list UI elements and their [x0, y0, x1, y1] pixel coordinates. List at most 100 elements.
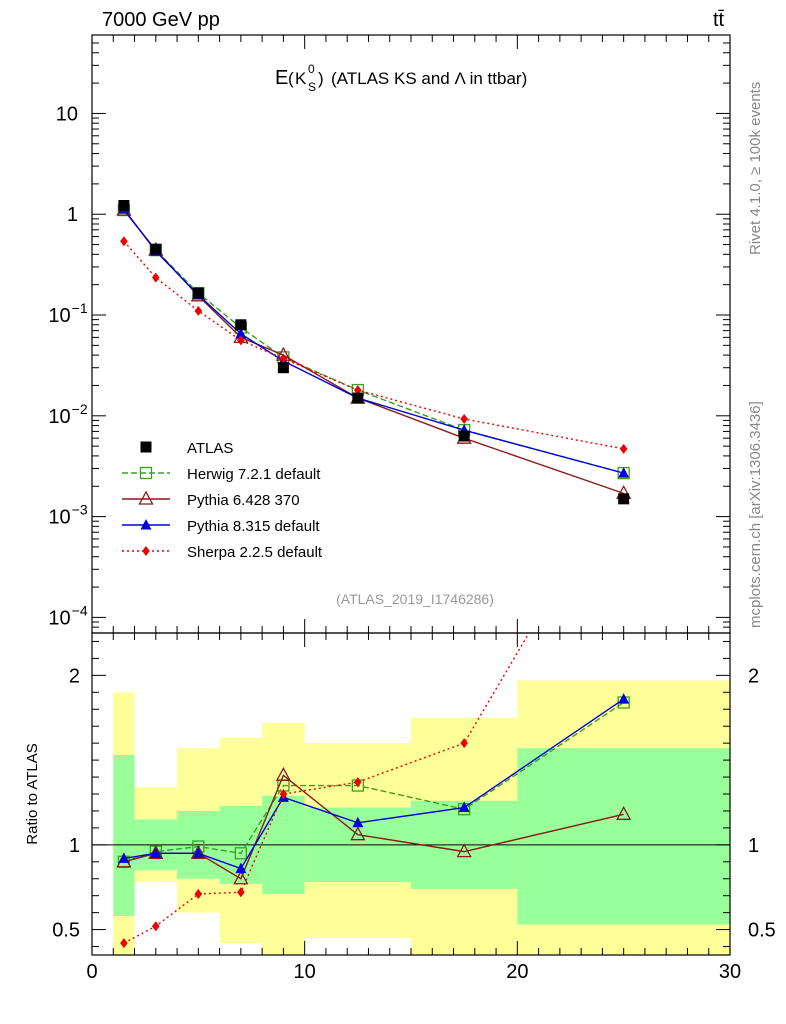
data-point — [235, 319, 247, 331]
data-point — [150, 243, 162, 255]
ratio-line-pythia-8-315-default — [123, 698, 625, 870]
data-point — [618, 467, 630, 478]
data-point — [460, 413, 468, 424]
title-paren-close: ) — [318, 69, 324, 88]
legend-label: Sherpa 2.2.5 default — [187, 544, 323, 561]
upper-y-tick-label: 10−3 — [48, 502, 87, 529]
ratio-point — [618, 693, 630, 704]
data-point — [120, 236, 128, 247]
data-point — [279, 353, 288, 364]
ratio-point — [458, 801, 470, 813]
legend-entry-pythia-6-428-370: Pythia 6.428 370 — [122, 490, 300, 509]
series-line-herwig-7-2-1-default — [123, 209, 624, 474]
legend-label: Herwig 7.2.1 default — [187, 466, 321, 483]
ratio-point — [616, 805, 632, 820]
legend-entry-herwig-7-2-1-default: Herwig 7.2.1 default — [122, 466, 321, 483]
analysis-id: (ATLAS_2019_I1746286) — [336, 591, 494, 607]
ratio-series-pythia-8-315-default — [118, 693, 630, 874]
title-superscript: 0 — [308, 62, 315, 76]
ratio-panel: 0.5 0.5 1 1 2 2 0 10 20 30 Ratio to ATLAS — [24, 632, 776, 983]
x-tick-label: 10 — [294, 961, 316, 983]
ratio-point — [354, 777, 362, 788]
legend-label: Pythia 6.428 370 — [187, 492, 300, 509]
data-point — [619, 443, 628, 454]
ratio-point — [118, 852, 130, 863]
x-tick-label: 20 — [506, 961, 528, 983]
title-main: E — [275, 67, 288, 89]
data-point — [152, 272, 160, 283]
ratio-point — [192, 847, 204, 858]
legend-entry-pythia-8-315-default: Pythia 8.315 default — [122, 518, 320, 535]
ratio-y-tick-label-right: 1 — [748, 835, 759, 857]
ratio-ylabel: Ratio to ATLAS — [24, 743, 41, 844]
legend-marker — [138, 490, 154, 505]
ratio-point — [235, 862, 247, 874]
legend-entry-sherpa-2-2-5-default: Sherpa 2.2.5 default — [122, 544, 323, 561]
ratio-y-tick-label-right: 0.5 — [748, 920, 776, 942]
ratio-point — [456, 843, 472, 858]
data-point — [237, 335, 245, 346]
ratio-point — [352, 816, 364, 828]
x-tick-label: 30 — [719, 961, 741, 983]
ratio-point — [275, 766, 291, 782]
upper-y-tick-label: 1 — [67, 204, 78, 226]
ratio-point — [460, 738, 468, 749]
ratio-y-tick-label-left: 2 — [69, 665, 80, 687]
series-line-sherpa-2-2-5-default — [123, 240, 624, 450]
upper-y-tick-label: 10−1 — [48, 300, 87, 327]
legend-label: ATLAS — [187, 440, 233, 457]
ratio-point — [150, 847, 162, 858]
data-point — [458, 430, 470, 442]
series-atlas — [118, 200, 630, 505]
data-point — [118, 200, 130, 212]
ratio-point — [350, 826, 366, 841]
upper-y-tick-label: 10−2 — [48, 401, 87, 428]
ratio-y-tick-label-left: 1 — [69, 835, 80, 857]
legend-entry-atlas: ATLAS — [140, 440, 233, 457]
data-point — [192, 287, 204, 299]
legend: ATLAS Herwig 7.2.1 default Pythia 6.428 37… — [122, 440, 323, 561]
ratio-point — [237, 887, 245, 898]
process-label: tt̄ — [713, 9, 725, 31]
data-point — [618, 493, 630, 505]
title-rest: (ATLAS KS and Λ in ttbar) — [331, 69, 527, 88]
rivet-version-label: Rivet 4.1.0, ≥ 100k events — [747, 82, 764, 255]
title-subscript: S — [308, 80, 316, 94]
upper-y-tick-label: 10 — [56, 103, 78, 125]
ratio-point — [233, 870, 249, 885]
ratio-point — [194, 888, 203, 899]
legend-marker — [140, 519, 152, 530]
data-point — [352, 392, 364, 404]
title-k: K — [295, 69, 307, 88]
series-line-pythia-8-315-default — [123, 208, 624, 474]
legend-marker — [139, 466, 153, 480]
ratio-series-group — [116, 633, 632, 949]
data-point — [194, 305, 203, 316]
collision-label: 7000 GeV pp — [102, 9, 220, 31]
ratio-point — [234, 847, 248, 860]
legend-marker — [142, 546, 150, 556]
ratio-point — [120, 938, 128, 949]
ratio-point — [279, 789, 288, 799]
data-point — [277, 362, 289, 374]
series-herwig-7-2-1-default — [117, 203, 630, 480]
legend-marker — [140, 441, 152, 453]
upper-panel: 10 1 10−1 10−2 10−3 10−4 E ( K 0 S ) (ATLAS K… — [48, 34, 731, 634]
legend-label: Pythia 8.315 default — [187, 518, 320, 535]
ratio-y-tick-label-right: 2 — [748, 665, 759, 687]
ratio-point — [190, 844, 206, 859]
source-label: mcplots.cern.ch [arXiv:1306.3436] — [747, 401, 764, 628]
ratio-point — [148, 844, 164, 859]
uncertainty-band-inner — [113, 755, 135, 917]
series-pythia-8-315-default — [118, 203, 630, 478]
ratio-line-herwig-7-2-1-default — [123, 701, 625, 863]
chart-title: E ( K 0 S ) (ATLAS KS and Λ in ttbar) — [275, 62, 527, 94]
title-paren-open: ( — [288, 69, 294, 88]
uncertainty-band-inner — [517, 748, 730, 925]
ratio-point — [152, 921, 160, 932]
series-sherpa-2-2-5-default — [120, 236, 628, 454]
ratio-y-tick-label-left: 0.5 — [52, 920, 80, 942]
data-point — [235, 327, 247, 339]
ratio-series-sherpa-2-2-5-default — [120, 633, 530, 949]
